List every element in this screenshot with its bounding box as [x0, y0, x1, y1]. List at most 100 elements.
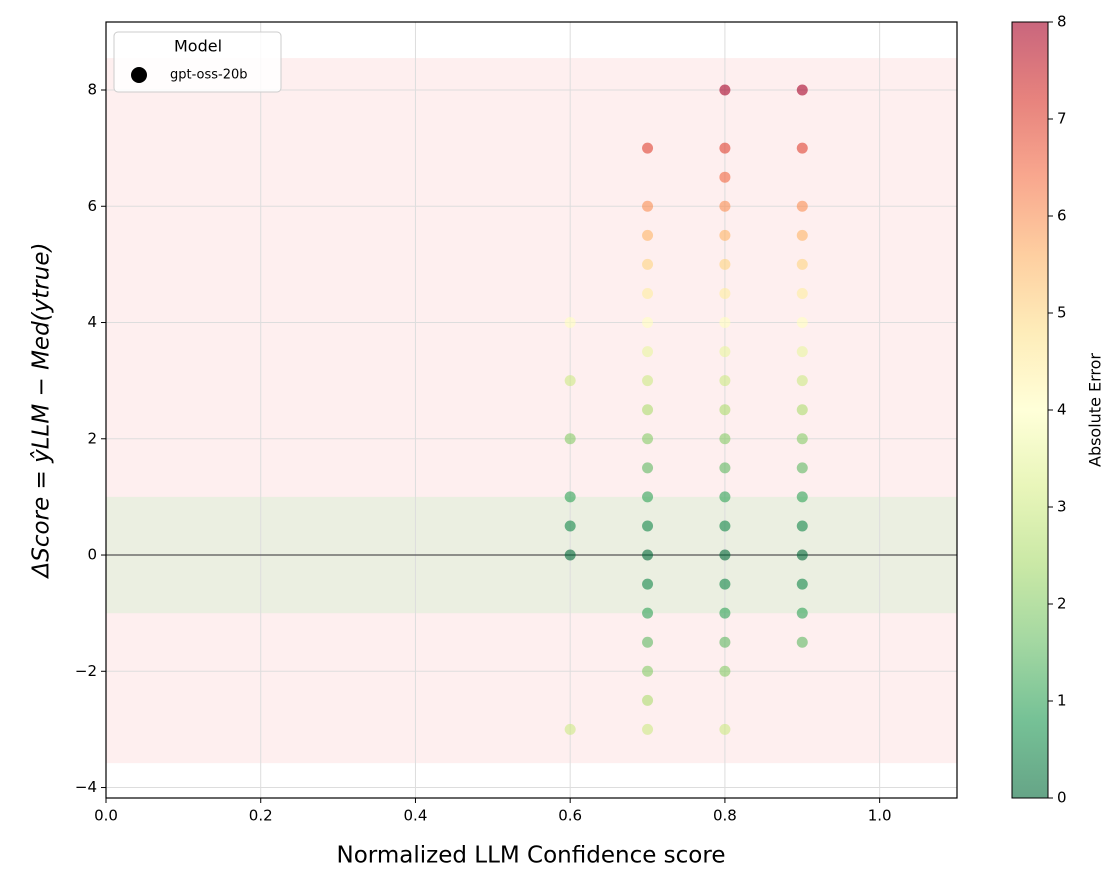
legend-title: Model	[174, 37, 222, 56]
point	[642, 491, 654, 503]
point	[719, 491, 731, 503]
colorbar-tick-label: 4	[1057, 401, 1067, 419]
point	[796, 462, 808, 474]
point	[719, 171, 731, 183]
point	[642, 287, 654, 299]
x-tick-label: 0.2	[249, 807, 273, 825]
point	[642, 694, 654, 706]
point	[719, 287, 731, 299]
point	[564, 433, 576, 445]
point	[642, 317, 654, 329]
point	[796, 404, 808, 416]
y-tick-label: 4	[87, 313, 97, 331]
colorbar-tick-label: 0	[1057, 789, 1067, 807]
point	[642, 433, 654, 445]
point	[719, 549, 731, 561]
point	[719, 578, 731, 590]
point	[642, 258, 654, 270]
plot-frame	[105, 21, 958, 799]
point	[719, 462, 731, 474]
point	[564, 375, 576, 387]
x-tick-label: 0.4	[404, 807, 428, 825]
point	[719, 404, 731, 416]
point	[719, 346, 731, 358]
point	[719, 723, 731, 735]
point	[796, 578, 808, 590]
legend: Model gpt-oss-20b	[113, 31, 282, 93]
y-tick-label: 0	[87, 546, 97, 564]
y-tick-label: −4	[75, 778, 97, 796]
colorbar-tick-label: 2	[1057, 595, 1067, 613]
point	[564, 549, 576, 561]
colorbar-tick-label: 1	[1057, 692, 1067, 710]
point	[642, 578, 654, 590]
x-axis-label: Normalized LLM Confidence score	[337, 843, 726, 869]
point	[796, 200, 808, 212]
x-tick-label: 1.0	[868, 807, 892, 825]
point	[796, 549, 808, 561]
point	[719, 375, 731, 387]
point	[719, 200, 731, 212]
legend-label: gpt-oss-20b	[170, 68, 248, 83]
point	[719, 229, 731, 241]
x-tick-label: 0.8	[713, 807, 737, 825]
y-tick-label: −2	[75, 662, 97, 680]
point	[719, 317, 731, 329]
point	[564, 317, 576, 329]
x-tick-label: 0.0	[94, 807, 118, 825]
point	[719, 142, 731, 154]
point	[719, 665, 731, 677]
y-tick-label: 8	[87, 81, 97, 99]
point	[796, 258, 808, 270]
point	[642, 375, 654, 387]
point	[719, 636, 731, 648]
point	[642, 142, 654, 154]
point	[642, 229, 654, 241]
band	[106, 58, 957, 764]
point	[642, 404, 654, 416]
point	[796, 607, 808, 619]
point	[564, 723, 576, 735]
legend-marker	[131, 67, 147, 83]
point	[642, 346, 654, 358]
point	[796, 317, 808, 329]
point	[642, 607, 654, 619]
point	[642, 200, 654, 212]
point	[719, 258, 731, 270]
point	[642, 462, 654, 474]
point	[796, 287, 808, 299]
point	[796, 433, 808, 445]
point	[564, 520, 576, 532]
point	[642, 665, 654, 677]
colorbar-tick-label: 7	[1057, 110, 1067, 128]
y-tick-label: 6	[87, 197, 97, 215]
point	[642, 636, 654, 648]
point	[796, 520, 808, 532]
colorbar	[1011, 21, 1049, 799]
point	[796, 375, 808, 387]
point	[796, 84, 808, 96]
legend-box	[113, 31, 282, 93]
colorbar-tick-label: 8	[1057, 13, 1067, 31]
point	[642, 723, 654, 735]
x-tick-label: 0.6	[558, 807, 582, 825]
point	[796, 636, 808, 648]
point	[719, 520, 731, 532]
point	[796, 491, 808, 503]
point	[719, 433, 731, 445]
point	[719, 84, 731, 96]
y-axis-label: ΔScore = ŷLLM − Med(ytrue)	[29, 243, 55, 580]
point	[796, 142, 808, 154]
colorbar-tick-label: 5	[1057, 304, 1067, 322]
point	[642, 549, 654, 561]
y-tick-label: 2	[87, 429, 97, 447]
colorbar-tick-label: 6	[1057, 207, 1067, 225]
colorbar-label: Absolute Error	[1086, 353, 1105, 467]
point	[796, 229, 808, 241]
point	[796, 346, 808, 358]
point	[719, 607, 731, 619]
colorbar-tick-label: 3	[1057, 498, 1067, 516]
point	[642, 520, 654, 532]
point	[564, 491, 576, 503]
